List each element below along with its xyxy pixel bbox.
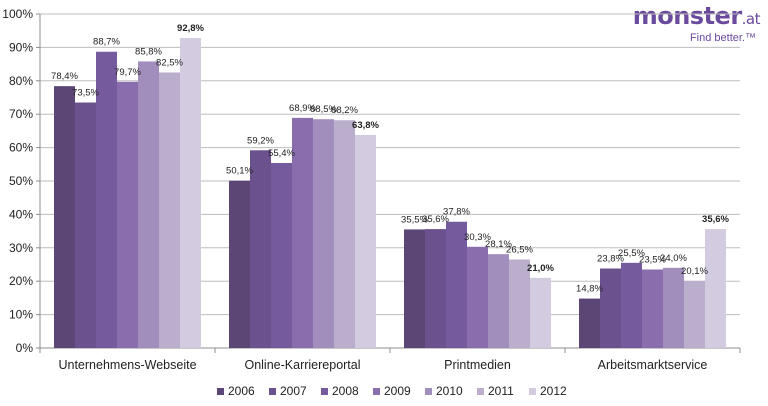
data-labels: 78,4% 50,1% 35,5% 14,8% 73,5% 59,2% 35,6% 23,8%… [51,23,729,295]
bar-2010-3 [488,254,509,348]
legend-label: 2008 [332,384,359,398]
y-tick-label: 40% [9,207,33,221]
bar-2007-2 [250,150,271,348]
legend-swatch [477,388,484,395]
y-tick-label: 90% [9,40,33,54]
bar-2007-1 [75,102,96,348]
data-label: 73,5% [72,88,99,99]
bar-2008-4 [621,262,642,348]
data-label: 23,5% [639,255,666,266]
data-label: 88,7% [93,37,120,48]
bar-2006-2 [229,180,250,348]
bar-2012-4 [705,229,726,348]
x-category-label: Unternehmens-Webseite [58,358,196,372]
data-label: 78,4% [51,71,78,82]
bar-2008-1 [96,51,117,348]
legend-swatch [425,388,432,395]
data-label: 26,5% [506,244,533,255]
y-tick-label: 60% [9,141,33,155]
data-label: 35,6% [702,214,729,225]
y-tick-label: 20% [9,274,33,288]
x-axis: Unternehmens-Webseite Online-Karriereport… [39,348,741,372]
data-label: 35,5% [401,214,428,225]
data-label: 23,8% [597,254,624,265]
legend-swatch [373,388,380,395]
data-label: 59,2% [247,135,274,146]
bar-2006-1 [54,86,75,349]
bar-2010-4 [663,267,684,348]
bar-2009-3 [467,246,488,348]
legend-label: 2010 [436,384,463,398]
legend-swatch [269,388,276,395]
x-category-label: Printmedien [444,358,511,372]
legend-swatch [321,388,328,395]
data-label: 79,7% [114,67,141,78]
data-label: 82,5% [156,57,183,68]
data-label: 35,6% [422,214,449,225]
data-label: 30,3% [464,232,491,243]
legend-swatch [217,388,224,395]
data-label: 55,4% [268,148,295,159]
bar-2009-4 [642,269,663,348]
y-tick-label: 80% [9,74,33,88]
y-tick-label: 50% [9,174,33,188]
bar-2012-1 [180,38,201,348]
bar-2011-4 [684,280,705,348]
bar-2007-3 [425,229,446,348]
monster-logo: monster.at Find better.™ [632,2,761,44]
x-category-label: Arbeitsmarktservice [598,358,708,372]
data-label: 63,8% [352,120,379,131]
data-label: 68,9% [289,103,316,114]
bar-2012-2 [355,134,376,348]
x-category-label: Online-Karriereportal [244,358,360,372]
legend-label: 2012 [540,384,567,398]
legend-label: 2007 [280,384,307,398]
data-label: 28,1% [485,239,512,250]
y-tick-label: 70% [9,107,33,121]
y-tick-label: 10% [9,308,33,322]
bar-2006-4 [579,298,600,348]
legend-label: 2011 [488,384,514,398]
data-label: 14,8% [576,284,603,295]
bar-2008-2 [271,162,292,348]
bar-2011-1 [159,72,180,348]
data-label: 85,8% [135,46,162,57]
y-tick-label: 0% [16,341,34,355]
bar-2010-2 [313,119,334,349]
logo-name: monster [632,2,742,30]
bar-2006-3 [404,229,425,348]
data-label: 37,8% [443,207,470,218]
bar-2007-4 [600,268,621,348]
logo-wordmark: monster.at [632,2,761,31]
data-label: 20,1% [681,266,708,277]
legend-swatch [529,388,536,395]
bar-2008-3 [446,221,467,348]
y-axis-ticks: 0% 10% 20% 30% 40% 50% 60% 70% 80% 90% 100% [2,7,33,355]
bar-2009-1 [117,81,138,348]
legend-label: 2009 [384,384,411,398]
data-label: 50,1% [226,166,253,177]
data-label: 68,2% [331,105,358,116]
legend-label: 2006 [228,384,255,398]
bar-2012-3 [530,277,551,348]
data-label: 21,0% [527,263,554,274]
data-label: 25,5% [618,248,645,259]
bar-2010-1 [138,61,159,348]
bar-2011-2 [334,120,355,348]
data-label: 24,0% [660,253,687,264]
bar-2009-2 [292,117,313,349]
data-label: 92,8% [177,23,204,34]
bars [54,38,726,349]
legend: 2006 2007 2008 2009 2010 2011 2012 [217,384,567,398]
y-tick-label: 100% [2,7,33,21]
data-label: 68,5% [310,104,337,115]
y-tick-label: 30% [9,241,33,255]
bar-2011-3 [509,259,530,348]
logo-tld: .at [741,10,761,28]
logo-tagline: Find better.™ [689,32,756,44]
